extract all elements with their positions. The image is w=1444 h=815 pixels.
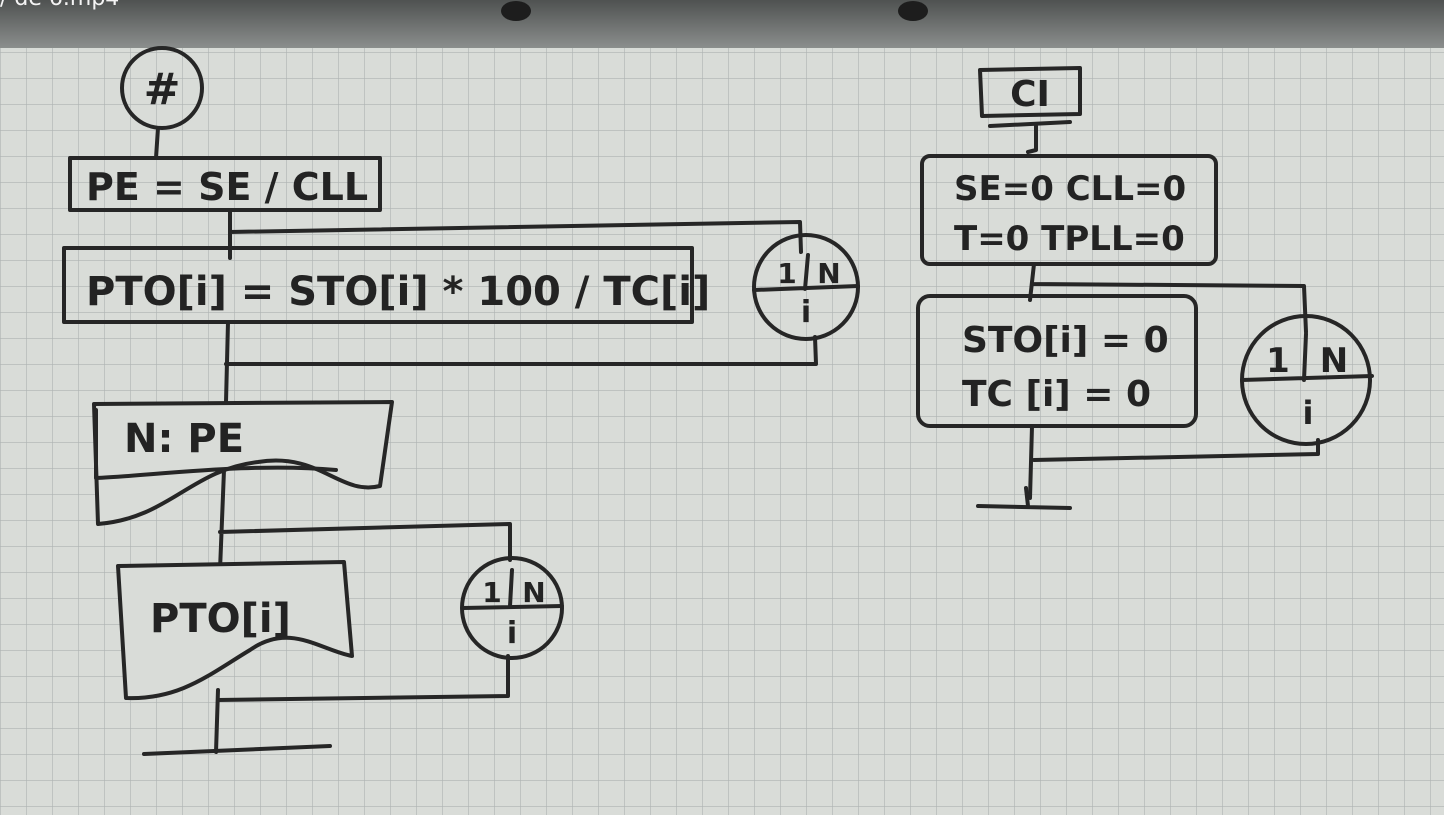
top-edge: [0, 0, 1444, 48]
loop-right-line1: STO[i] = 0: [962, 320, 1169, 361]
output-text: N: PE: [124, 416, 244, 462]
loop1-process-box: [62, 246, 694, 324]
ci-start-label: CI: [1010, 74, 1050, 115]
output-document-shape: [92, 400, 394, 526]
loop1-start: 1: [777, 257, 796, 290]
process-pe-text: PE = SE / CLL: [86, 165, 368, 209]
loop1-end: N: [817, 257, 840, 290]
binder-hole-right: [898, 1, 928, 21]
binder-hole-left: [501, 1, 531, 21]
init-line1: SE=0 CLL=0: [954, 169, 1186, 209]
ci-start-underline: [988, 120, 1072, 128]
start-connector-label: #: [144, 64, 181, 115]
loop2-document-shape: [116, 560, 354, 701]
loop2-start: 1: [482, 576, 501, 609]
loop2-indicator-divider: [461, 568, 564, 610]
loop1-line-bottom: [224, 320, 818, 404]
flow-line-1: [154, 126, 160, 160]
loop-right-line-bottom: [1028, 424, 1320, 500]
loop1-process-text: PTO[i] = STO[i] * 100 / TC[i]: [86, 269, 710, 315]
loop2-line-bottom: [214, 654, 510, 754]
loop1-variable: i: [801, 295, 811, 330]
start-connector-circle: [120, 46, 204, 130]
right-end-line: [976, 486, 1072, 510]
flow-line-right-1: [1026, 124, 1038, 154]
loop-right-variable: i: [1303, 394, 1314, 432]
output-document-inner: [94, 408, 338, 480]
loop2-line-top: [218, 468, 512, 572]
loop-right-start: 1: [1266, 341, 1290, 381]
loop-right-box: [916, 294, 1198, 428]
loop2-document-text: PTO[i]: [150, 596, 291, 642]
loop-right-indicator-divider: [1240, 332, 1374, 382]
left-end-line: [142, 744, 332, 756]
ci-start-box: [978, 66, 1082, 118]
loop1-indicator-divider: [752, 253, 860, 292]
init-line2: T=0 TPLL=0: [954, 219, 1185, 259]
loop2-end: N: [522, 576, 545, 609]
init-box: [920, 154, 1218, 266]
loop2-variable: i: [507, 616, 517, 651]
loop-right-end: N: [1320, 341, 1348, 381]
video-title-fragment: / de 6.mp4: [0, 0, 119, 11]
loop-right-line2: TC [i] = 0: [962, 374, 1151, 415]
process-pe-box: [68, 156, 382, 212]
